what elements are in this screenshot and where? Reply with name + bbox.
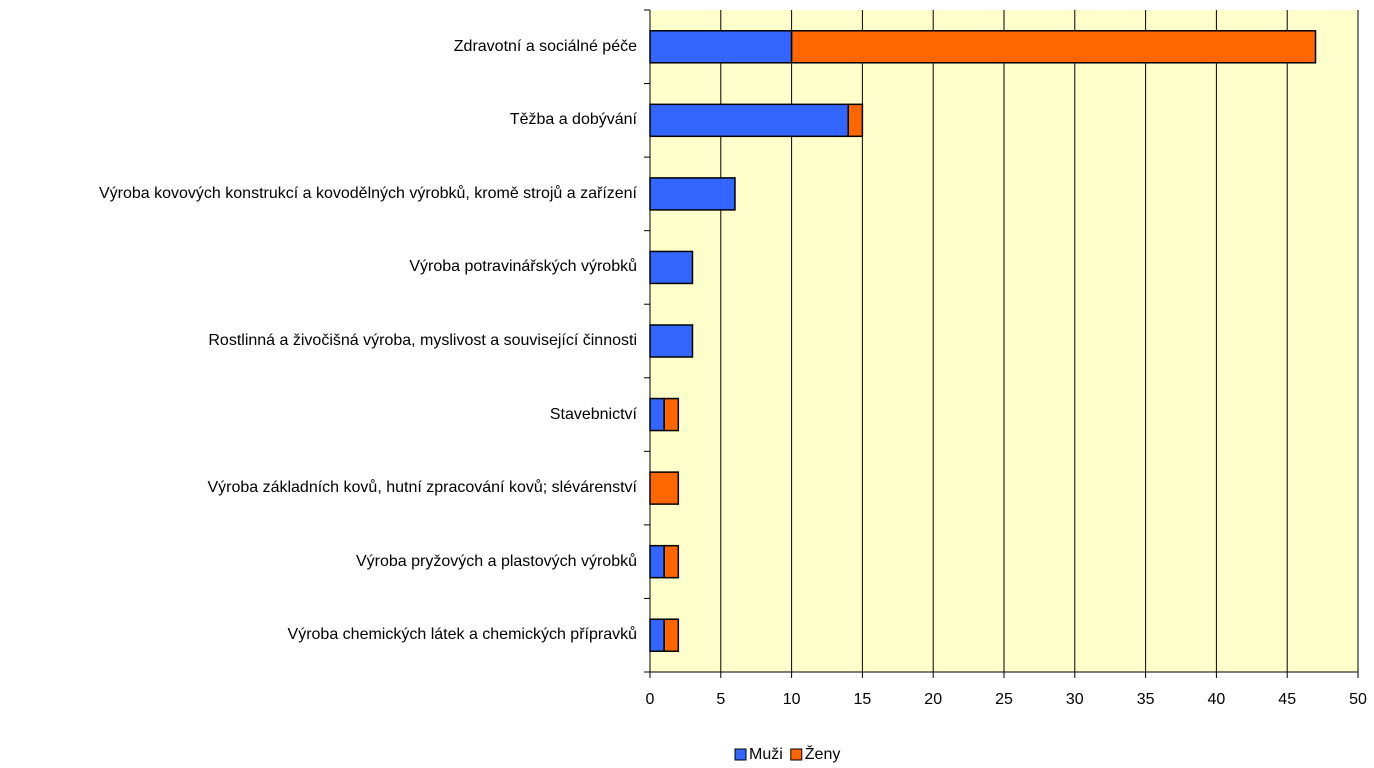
bar-segment bbox=[649, 618, 665, 652]
category-text: Výroba základních kovů, hutní zpracování… bbox=[207, 479, 637, 497]
bar-segment bbox=[663, 544, 680, 579]
legend-swatch bbox=[790, 748, 803, 761]
x-tick-label: 5 bbox=[716, 691, 725, 708]
x-tick-label: 45 bbox=[1278, 691, 1296, 708]
bar-segment bbox=[649, 324, 694, 358]
category-label: Těžba a dobývání bbox=[0, 90, 637, 150]
bar-segment bbox=[649, 177, 736, 211]
bar-segment bbox=[663, 397, 680, 432]
legend-swatch bbox=[734, 748, 747, 761]
bar-segment bbox=[649, 544, 665, 579]
category-text: Zdravotní a sociálné péče bbox=[453, 37, 637, 55]
category-label: Výroba kovových konstrukcí a kovodělných… bbox=[0, 164, 637, 224]
bar-segment bbox=[847, 103, 864, 138]
x-tick-label: 25 bbox=[995, 691, 1013, 708]
x-tick-label: 40 bbox=[1208, 691, 1226, 708]
category-label: Rostlinná a živočišná výroba, myslivost … bbox=[0, 311, 637, 371]
bar-segment bbox=[649, 471, 680, 505]
bar-segment bbox=[649, 397, 665, 432]
category-text: Rostlinná a živočišná výroba, myslivost … bbox=[208, 332, 637, 349]
bar-segment bbox=[649, 30, 793, 64]
x-tick-label: 15 bbox=[854, 691, 872, 708]
bar-segment bbox=[790, 30, 1317, 64]
x-tick-label: 35 bbox=[1137, 691, 1155, 708]
category-text: Výroba potravinářských výrobků bbox=[409, 258, 637, 276]
x-tick-label: 0 bbox=[646, 691, 655, 708]
category-label: Výroba pryžových a plastových výrobků bbox=[0, 532, 637, 592]
category-text: Výroba kovových konstrukcí a kovodělných… bbox=[98, 184, 637, 202]
category-label: Zdravotní a sociálné péče bbox=[0, 17, 637, 77]
bar-segment bbox=[649, 250, 694, 285]
bar-segment bbox=[649, 103, 849, 138]
category-text: Výroba chemických látek a chemických pří… bbox=[287, 626, 637, 644]
x-tick-label: 10 bbox=[783, 691, 801, 708]
x-tick-label: 30 bbox=[1066, 691, 1084, 708]
category-label: Stavebnictví bbox=[0, 385, 637, 445]
category-label: Výroba potravinářských výrobků bbox=[0, 237, 637, 297]
legend-label: Ženy bbox=[805, 744, 841, 763]
category-text: Těžba a dobývání bbox=[509, 111, 637, 129]
x-tick-label: 50 bbox=[1349, 691, 1367, 708]
legend-label: Muži bbox=[749, 746, 783, 763]
x-tick-label: 20 bbox=[924, 691, 942, 708]
category-text: Stavebnictví bbox=[549, 405, 637, 423]
category-label: Výroba základních kovů, hutní zpracování… bbox=[0, 458, 637, 518]
category-label: Výroba chemických látek a chemických pří… bbox=[0, 605, 637, 665]
bar-segment bbox=[663, 618, 680, 652]
category-text: Výroba pryžových a plastových výrobků bbox=[355, 552, 637, 570]
